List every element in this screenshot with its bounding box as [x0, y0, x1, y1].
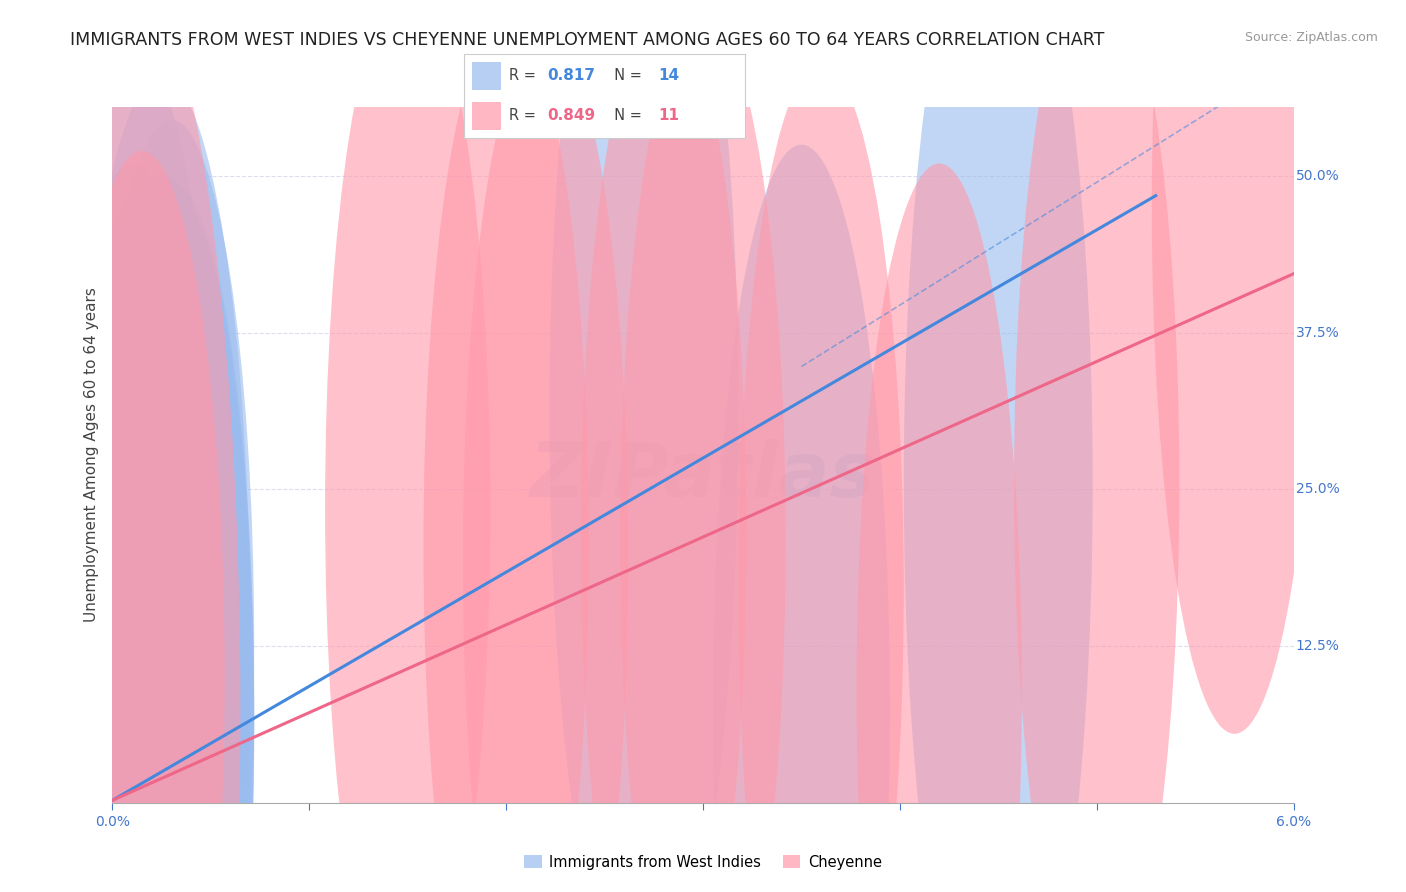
Text: 50.0%: 50.0% — [1296, 169, 1340, 183]
FancyBboxPatch shape — [472, 102, 501, 130]
Ellipse shape — [325, 0, 491, 892]
Ellipse shape — [1152, 0, 1317, 734]
Text: N =: N = — [605, 108, 647, 123]
Ellipse shape — [89, 120, 254, 892]
Ellipse shape — [904, 0, 1092, 892]
Ellipse shape — [59, 151, 225, 892]
Ellipse shape — [73, 76, 250, 892]
Ellipse shape — [1014, 0, 1180, 892]
Text: ZIPatlas: ZIPatlas — [530, 439, 876, 513]
Text: 14: 14 — [658, 69, 679, 84]
FancyBboxPatch shape — [472, 62, 501, 90]
Text: 0.817: 0.817 — [547, 69, 595, 84]
Ellipse shape — [103, 646, 138, 777]
Ellipse shape — [738, 63, 904, 892]
Ellipse shape — [69, 191, 235, 892]
Text: Source: ZipAtlas.com: Source: ZipAtlas.com — [1244, 31, 1378, 45]
Ellipse shape — [463, 32, 628, 892]
Ellipse shape — [89, 182, 254, 892]
Text: 37.5%: 37.5% — [1296, 326, 1340, 340]
Ellipse shape — [89, 191, 254, 892]
Ellipse shape — [620, 13, 786, 892]
Text: 25.0%: 25.0% — [1296, 483, 1340, 496]
Ellipse shape — [550, 0, 738, 892]
Text: 0.849: 0.849 — [547, 108, 595, 123]
Ellipse shape — [79, 173, 245, 892]
Ellipse shape — [101, 642, 136, 780]
Ellipse shape — [581, 7, 747, 892]
Text: IMMIGRANTS FROM WEST INDIES VS CHEYENNE UNEMPLOYMENT AMONG AGES 60 TO 64 YEARS C: IMMIGRANTS FROM WEST INDIES VS CHEYENNE … — [70, 31, 1105, 49]
Ellipse shape — [423, 20, 589, 892]
Ellipse shape — [69, 185, 235, 892]
Text: 11: 11 — [658, 108, 679, 123]
Text: 12.5%: 12.5% — [1296, 639, 1340, 653]
Text: R =: R = — [509, 69, 540, 84]
Ellipse shape — [49, 163, 215, 892]
Y-axis label: Unemployment Among Ages 60 to 64 years: Unemployment Among Ages 60 to 64 years — [83, 287, 98, 623]
Text: N =: N = — [605, 69, 647, 84]
Text: R =: R = — [509, 108, 540, 123]
Ellipse shape — [856, 163, 1022, 892]
Legend: Immigrants from West Indies, Cheyenne: Immigrants from West Indies, Cheyenne — [519, 849, 887, 876]
Ellipse shape — [89, 203, 254, 892]
Ellipse shape — [713, 145, 890, 892]
Ellipse shape — [59, 191, 225, 892]
Ellipse shape — [15, 32, 229, 892]
Ellipse shape — [4, 0, 240, 892]
